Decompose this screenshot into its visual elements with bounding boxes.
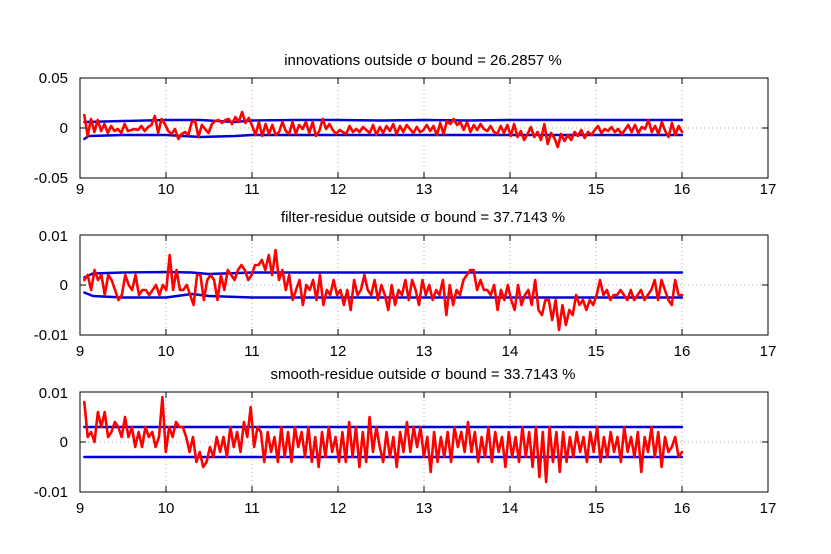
y-tick-label: -0.01 — [34, 484, 68, 501]
x-tick-label: 15 — [588, 343, 605, 360]
subplot-title: filter-residue outside σ bound = 37.7143… — [281, 208, 565, 226]
x-tick-label: 14 — [502, 343, 519, 360]
sigma-symbol: σ — [420, 208, 430, 226]
x-tick-label: 13 — [416, 343, 433, 360]
title-suffix: bound = 33.7143 % — [441, 366, 576, 383]
subplot-innovations: innovations outside σ bound = 26.2857 % … — [34, 51, 777, 198]
title-text: filter-residue outside — [281, 209, 420, 226]
x-tick-label: 14 — [502, 500, 519, 517]
sigma-symbol: σ — [417, 51, 427, 69]
residual-line — [83, 395, 684, 484]
x-tick-label: 12 — [330, 500, 347, 517]
x-tick-label: 12 — [330, 181, 347, 198]
x-tick-label: 16 — [674, 343, 691, 360]
x-tick-label: 10 — [158, 181, 175, 198]
y-tick-label: 0 — [60, 120, 68, 137]
x-tick-label: 17 — [760, 500, 777, 517]
title-text: innovations outside — [284, 52, 417, 69]
x-tick-label: 10 — [158, 343, 175, 360]
upper-bound-line — [83, 118, 684, 124]
x-tick-label: 10 — [158, 500, 175, 517]
residual-line — [83, 110, 684, 149]
y-tick-label: 0.01 — [39, 228, 68, 245]
x-tick-label: 9 — [76, 181, 84, 198]
subplot-title: smooth-residue outside σ bound = 33.7143… — [270, 365, 575, 383]
y-tick-label: 0.05 — [39, 70, 68, 87]
y-tick-label: -0.05 — [34, 170, 68, 187]
subplot-filter-residue: filter-residue outside σ bound = 37.7143… — [34, 208, 777, 360]
title-suffix: bound = 26.2857 % — [427, 52, 562, 69]
x-tick-label: 12 — [330, 343, 347, 360]
x-tick-label: 11 — [244, 181, 260, 198]
x-tick-label: 13 — [416, 500, 433, 517]
x-tick-label: 13 — [416, 181, 433, 198]
x-tick-label: 15 — [588, 500, 605, 517]
x-tick-label: 16 — [674, 181, 691, 198]
residual-line — [83, 248, 684, 332]
y-tick-label: 0 — [60, 434, 68, 451]
subplot-title: innovations outside σ bound = 26.2857 % — [284, 51, 562, 69]
title-suffix: bound = 37.7143 % — [430, 209, 565, 226]
y-tick-label: -0.01 — [34, 327, 68, 344]
title-text: smooth-residue outside — [270, 366, 430, 383]
y-tick-label: 0.01 — [39, 385, 68, 402]
x-tick-label: 16 — [674, 500, 691, 517]
x-tick-label: 9 — [76, 500, 84, 517]
subplot-smooth-residue: smooth-residue outside σ bound = 33.7143… — [34, 365, 777, 517]
y-tick-label: 0 — [60, 277, 68, 294]
x-tick-label: 17 — [760, 343, 777, 360]
x-tick-label: 11 — [244, 500, 260, 517]
sigma-symbol: σ — [431, 365, 441, 383]
x-tick-label: 9 — [76, 343, 84, 360]
x-tick-label: 14 — [502, 181, 519, 198]
x-tick-label: 11 — [244, 343, 260, 360]
x-tick-label: 15 — [588, 181, 605, 198]
x-tick-label: 17 — [760, 181, 777, 198]
